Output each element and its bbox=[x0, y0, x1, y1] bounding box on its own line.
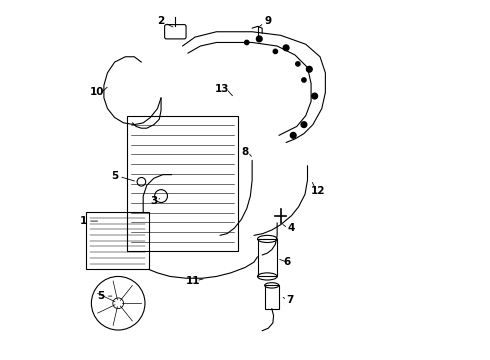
Circle shape bbox=[312, 93, 318, 99]
Text: 5: 5 bbox=[111, 171, 118, 181]
Text: 9: 9 bbox=[265, 16, 272, 26]
Circle shape bbox=[302, 78, 306, 82]
Circle shape bbox=[273, 49, 277, 54]
Circle shape bbox=[296, 62, 300, 66]
Text: 4: 4 bbox=[287, 223, 294, 233]
Circle shape bbox=[283, 45, 289, 51]
Text: 1: 1 bbox=[80, 216, 87, 226]
Text: 12: 12 bbox=[311, 186, 325, 196]
Circle shape bbox=[245, 40, 249, 45]
Text: 11: 11 bbox=[186, 276, 200, 286]
Text: 6: 6 bbox=[283, 257, 291, 267]
Text: 2: 2 bbox=[157, 16, 165, 26]
Text: 10: 10 bbox=[90, 87, 104, 98]
Bar bbox=[258, 239, 277, 276]
Text: 5: 5 bbox=[97, 291, 104, 301]
Circle shape bbox=[306, 66, 312, 72]
Text: 8: 8 bbox=[242, 147, 248, 157]
Bar bbox=[127, 116, 238, 251]
Bar bbox=[265, 285, 279, 309]
Text: 7: 7 bbox=[286, 295, 294, 305]
Text: 3: 3 bbox=[150, 197, 157, 206]
Circle shape bbox=[256, 36, 262, 42]
Text: 13: 13 bbox=[215, 84, 229, 94]
Bar bbox=[86, 212, 148, 269]
Circle shape bbox=[291, 132, 296, 138]
Circle shape bbox=[301, 122, 307, 127]
